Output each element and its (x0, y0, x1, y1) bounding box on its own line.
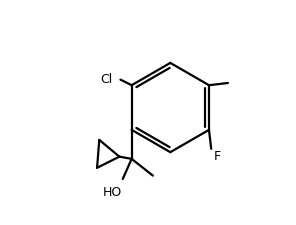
Text: Cl: Cl (100, 73, 113, 86)
Text: HO: HO (103, 185, 122, 198)
Text: F: F (213, 149, 221, 162)
